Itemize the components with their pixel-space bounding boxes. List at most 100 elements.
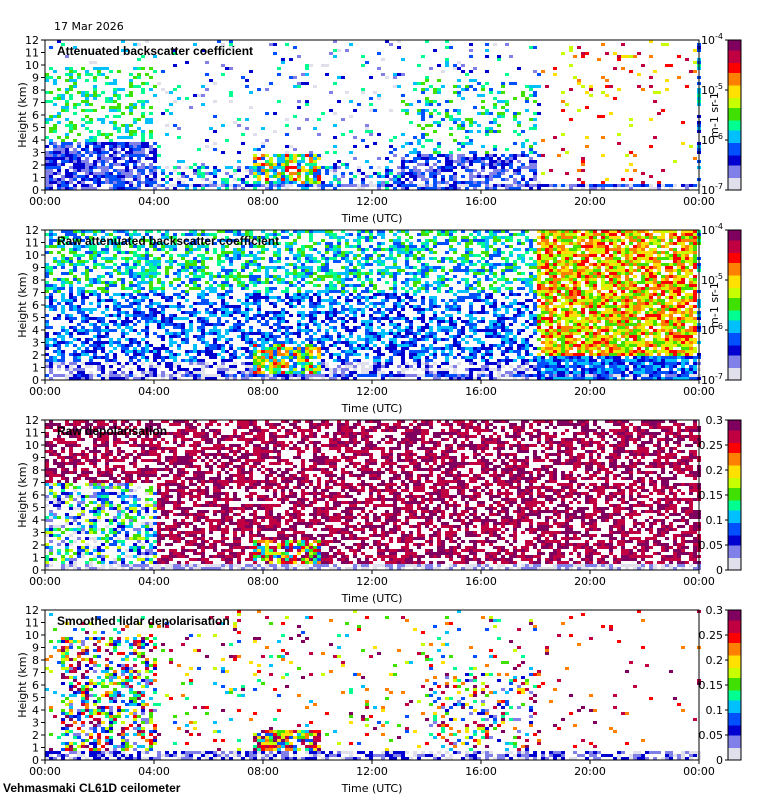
heatmap-cell <box>57 287 61 290</box>
heatmap-cell <box>105 377 109 380</box>
heatmap-cell <box>257 281 261 284</box>
heatmap-cell <box>421 187 425 190</box>
heatmap-cell <box>97 175 101 178</box>
heatmap-cell <box>341 230 345 233</box>
heatmap-cell <box>465 169 469 172</box>
heatmap-cell <box>97 145 101 148</box>
heatmap-cell <box>313 175 317 178</box>
heatmap-cell <box>141 347 145 350</box>
heatmap-cell <box>377 248 381 251</box>
heatmap-cell <box>341 251 345 254</box>
heatmap-cell <box>685 85 689 88</box>
heatmap-cell <box>469 169 473 172</box>
heatmap-cell <box>305 254 309 257</box>
heatmap-cell <box>377 365 381 368</box>
heatmap-cell <box>301 181 305 184</box>
heatmap-cell <box>133 184 137 187</box>
heatmap-cell <box>269 371 273 374</box>
heatmap-cell <box>149 148 153 151</box>
heatmap-cell <box>81 187 85 190</box>
heatmap-cell <box>309 347 313 350</box>
heatmap-cell <box>245 184 249 187</box>
heatmap-cell <box>129 344 133 347</box>
heatmap-cell <box>413 248 417 251</box>
heatmap-cell <box>261 332 265 335</box>
heatmap-cell <box>297 377 301 380</box>
heatmap-cell <box>365 356 369 359</box>
heatmap-cell <box>281 332 285 335</box>
heatmap-cell <box>129 251 133 254</box>
heatmap-cell <box>105 332 109 335</box>
heatmap-cell <box>257 251 261 254</box>
heatmap-cell <box>265 248 269 251</box>
heatmap-cell <box>241 254 245 257</box>
heatmap-cell <box>245 275 249 278</box>
heatmap-cell <box>449 151 453 154</box>
heatmap-cell <box>617 88 621 91</box>
heatmap-cell <box>161 245 165 248</box>
heatmap-cell <box>505 187 509 190</box>
heatmap-cell <box>397 166 401 169</box>
heatmap-cell <box>113 181 117 184</box>
heatmap-cell <box>445 332 449 335</box>
heatmap-cell <box>561 109 565 112</box>
heatmap-cell <box>385 359 389 362</box>
heatmap-cell <box>73 112 77 115</box>
heatmap-cell <box>125 233 129 236</box>
heatmap-cell <box>433 305 437 308</box>
heatmap-cell <box>401 175 405 178</box>
heatmap-cell <box>405 332 409 335</box>
heatmap-cell <box>273 350 277 353</box>
heatmap-cell <box>321 64 325 67</box>
heatmap-cell <box>289 172 293 175</box>
heatmap-cell <box>73 296 77 299</box>
heatmap-cell <box>257 266 261 269</box>
heatmap-cell <box>233 251 237 254</box>
heatmap-cell <box>441 230 445 233</box>
heatmap-cell <box>381 365 385 368</box>
heatmap-cell <box>449 308 453 311</box>
heatmap-cell <box>169 284 173 287</box>
heatmap-cell <box>137 248 141 251</box>
heatmap-cell <box>265 377 269 380</box>
heatmap-cell <box>429 169 433 172</box>
heatmap-cell <box>517 166 521 169</box>
heatmap-cell <box>349 329 353 332</box>
heatmap-cell <box>585 106 589 109</box>
heatmap-cell <box>253 344 257 347</box>
heatmap-cell <box>289 58 293 61</box>
heatmap-cell <box>493 160 497 163</box>
heatmap-cell <box>417 175 421 178</box>
heatmap-cell <box>517 184 521 187</box>
heatmap-cell <box>325 290 329 293</box>
heatmap-cell <box>305 67 309 70</box>
heatmap-cell <box>261 353 265 356</box>
heatmap-cell <box>161 184 165 187</box>
heatmap-cell <box>353 254 357 257</box>
heatmap-cell <box>177 181 181 184</box>
heatmap-cell <box>49 245 53 248</box>
heatmap-cell <box>337 281 341 284</box>
heatmap-cell <box>197 335 201 338</box>
heatmap-cell <box>181 175 185 178</box>
heatmap-cell <box>405 184 409 187</box>
heatmap-cell <box>645 184 649 187</box>
heatmap-cell <box>49 344 53 347</box>
heatmap-cell <box>441 118 445 121</box>
heatmap-cell <box>317 311 321 314</box>
heatmap-cell <box>365 230 369 233</box>
heatmap-cell <box>453 181 457 184</box>
heatmap-cell <box>421 233 425 236</box>
heatmap-cell <box>97 365 101 368</box>
heatmap-cell <box>173 356 177 359</box>
colorbar-swatch <box>728 60 741 63</box>
heatmap-cell <box>109 157 113 160</box>
y-tick-label: 9 <box>32 72 39 85</box>
heatmap-cell <box>289 326 293 329</box>
heatmap-cell <box>401 251 405 254</box>
heatmap-cell <box>137 67 141 70</box>
heatmap-cell <box>245 320 249 323</box>
heatmap-cell <box>353 239 357 242</box>
heatmap-cell <box>365 305 369 308</box>
heatmap-cell <box>301 341 305 344</box>
